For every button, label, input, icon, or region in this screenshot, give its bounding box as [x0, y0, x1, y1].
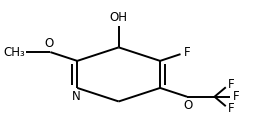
Text: F: F [184, 46, 191, 59]
Text: O: O [44, 37, 54, 50]
Text: CH₃: CH₃ [4, 46, 25, 59]
Text: OH: OH [110, 11, 128, 24]
Text: F: F [233, 90, 240, 103]
Text: F: F [228, 102, 235, 115]
Text: O: O [184, 99, 193, 112]
Text: F: F [228, 78, 235, 91]
Text: N: N [72, 90, 81, 103]
